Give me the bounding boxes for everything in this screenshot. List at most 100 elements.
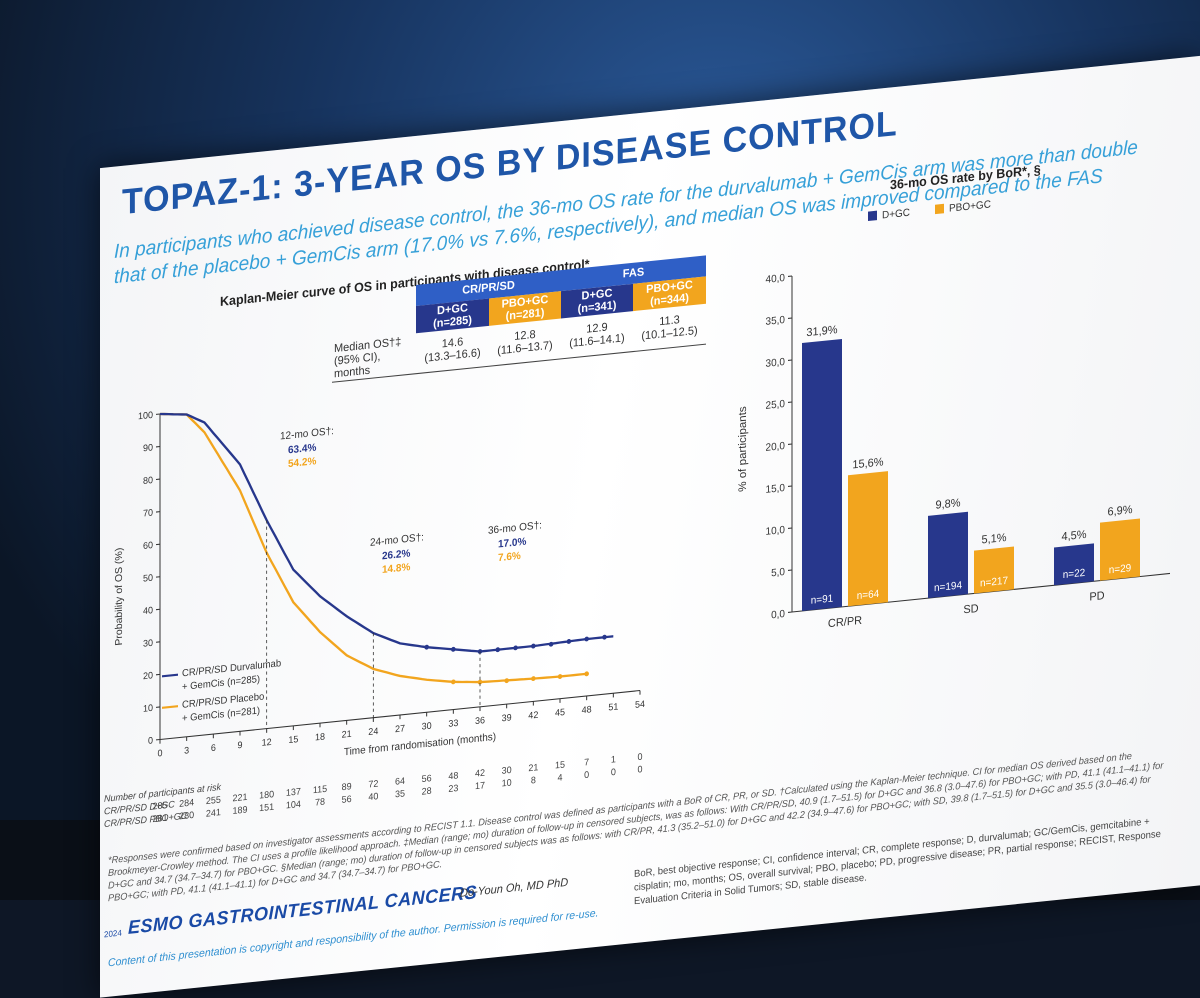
risk-count: 23 bbox=[445, 782, 461, 794]
risk-count: 115 bbox=[312, 783, 328, 795]
km-y-tick-label: 40 bbox=[143, 605, 153, 616]
bar-value-label: 31,9% bbox=[806, 324, 837, 339]
km-x-tick-label: 48 bbox=[582, 704, 592, 715]
km-y-tick-label: 100 bbox=[138, 410, 153, 422]
km-y-tick-label: 10 bbox=[143, 703, 153, 714]
bar-y-tick-label: 5,0 bbox=[771, 567, 785, 580]
km-y-tick-label: 80 bbox=[143, 475, 153, 486]
km-x-tick-label: 54 bbox=[635, 699, 645, 710]
risk-count: 30 bbox=[499, 764, 515, 776]
risk-count: 137 bbox=[285, 786, 301, 798]
bar-chart: D+GC PBO+GC 0,05,010,015,020,025,030,035… bbox=[730, 173, 1180, 691]
risk-count: 281 bbox=[152, 812, 168, 824]
legend-pbo-swatch bbox=[935, 204, 944, 214]
km-censor-dgc bbox=[549, 642, 554, 647]
presenter-name: Do-Youn Oh, MD PhD bbox=[460, 876, 568, 900]
risk-count: 180 bbox=[259, 789, 275, 801]
km-y-tick-label: 30 bbox=[143, 638, 153, 649]
bar-value-label: 6,9% bbox=[1107, 504, 1132, 519]
risk-count: 0 bbox=[605, 766, 621, 778]
risk-count: 255 bbox=[205, 794, 221, 806]
bar-y-tick-label: 35,0 bbox=[766, 315, 786, 328]
risk-count: 285 bbox=[152, 800, 168, 812]
bar-y-tick-label: 10,0 bbox=[766, 525, 786, 538]
km-x-tick-label: 9 bbox=[237, 740, 242, 751]
risk-count: 284 bbox=[179, 797, 195, 809]
bar-value-label: 4,5% bbox=[1061, 529, 1086, 544]
km-x-tick-label: 36 bbox=[475, 715, 485, 726]
risk-count: 48 bbox=[445, 770, 461, 782]
risk-count: 21 bbox=[525, 761, 541, 773]
risk-count: 15 bbox=[552, 759, 568, 771]
km-censor-dgc bbox=[495, 647, 500, 652]
projected-slide: TOPAZ-1: 3-YEAR OS BY DISEASE CONTROL In… bbox=[100, 56, 1200, 998]
km-x-tick-label: 24 bbox=[368, 726, 378, 737]
bar-n-label: n=22 bbox=[1063, 568, 1086, 582]
risk-count: 64 bbox=[392, 775, 408, 787]
risk-count: 17 bbox=[472, 780, 488, 792]
bar-y-tick-label: 30,0 bbox=[766, 357, 786, 370]
km-censor-dgc bbox=[531, 643, 536, 648]
risk-count: 10 bbox=[499, 777, 515, 789]
risk-count: 89 bbox=[339, 781, 355, 793]
km-censor-dgc bbox=[584, 636, 589, 641]
risk-count: 56 bbox=[419, 772, 435, 784]
km-x-tick-label: 30 bbox=[422, 720, 432, 731]
km-x-tick-label: 0 bbox=[157, 748, 162, 759]
year-label: 2024 bbox=[104, 928, 122, 939]
bar-y-tick-label: 25,0 bbox=[766, 399, 786, 412]
risk-count: 241 bbox=[205, 807, 221, 819]
risk-count: 104 bbox=[285, 799, 301, 811]
risk-count: 42 bbox=[472, 767, 488, 779]
bar-category-label: CR/PR bbox=[828, 615, 862, 631]
km-y-tick-label: 20 bbox=[143, 670, 153, 681]
km-x-tick-label: 45 bbox=[555, 707, 565, 718]
bar-value-label: 9,8% bbox=[935, 497, 960, 512]
km-censor-dgc bbox=[451, 647, 456, 652]
bar-y-axis-label: % of participants bbox=[737, 405, 749, 492]
legend-pbo-label: PBO+GC bbox=[949, 199, 991, 215]
km-x-tick-label: 18 bbox=[315, 731, 325, 742]
km-y-tick-label: 90 bbox=[143, 442, 153, 453]
risk-count: 56 bbox=[339, 793, 355, 805]
risk-count: 280 bbox=[179, 809, 195, 821]
km-x-tick-label: 51 bbox=[608, 701, 618, 712]
km-censor-dgc bbox=[424, 645, 429, 650]
legend-pbo-line bbox=[162, 706, 178, 708]
bar-y-tick-label: 15,0 bbox=[766, 483, 786, 496]
km-y-tick-label: 70 bbox=[143, 507, 153, 518]
bar-y-tick-label: 0,0 bbox=[771, 609, 785, 622]
ann-36mo-pbo: 7.6% bbox=[498, 550, 521, 564]
risk-count: 7 bbox=[579, 756, 595, 768]
bar-y-tick-label: 40,0 bbox=[766, 273, 786, 286]
legend-dgc-line bbox=[162, 675, 178, 677]
risk-count: 8 bbox=[525, 774, 541, 786]
bar-category-label: PD bbox=[1089, 590, 1104, 604]
km-x-tick-label: 15 bbox=[288, 734, 298, 745]
bar-value-label: 5,1% bbox=[981, 532, 1006, 547]
bar-d-gc-cr-pr bbox=[802, 339, 842, 611]
km-y-axis-label: Probability of OS (%) bbox=[114, 547, 125, 646]
risk-count: 151 bbox=[259, 801, 275, 813]
risk-count: 0 bbox=[632, 763, 648, 775]
bar-n-label: n=91 bbox=[811, 593, 834, 607]
risk-count: 189 bbox=[232, 804, 248, 816]
km-x-tick-label: 33 bbox=[448, 718, 458, 729]
risk-count: 4 bbox=[552, 771, 568, 783]
risk-count: 28 bbox=[419, 785, 435, 797]
risk-count: 35 bbox=[392, 788, 408, 800]
bar-category-label: SD bbox=[963, 603, 978, 617]
bar-y-tick-label: 20,0 bbox=[766, 441, 786, 454]
km-censor-dgc bbox=[602, 635, 607, 640]
risk-count: 0 bbox=[579, 769, 595, 781]
km-censor-dgc bbox=[513, 645, 518, 650]
km-x-tick-label: 39 bbox=[502, 712, 512, 723]
km-x-tick-label: 3 bbox=[184, 745, 189, 756]
risk-count: 1 bbox=[605, 753, 621, 765]
km-censor-pbo bbox=[584, 671, 589, 676]
risk-count: 78 bbox=[312, 796, 328, 808]
km-x-axis-label: Time from randomisation (months) bbox=[344, 732, 496, 759]
km-x-tick-label: 42 bbox=[528, 710, 538, 721]
km-x-tick-label: 21 bbox=[342, 729, 352, 740]
